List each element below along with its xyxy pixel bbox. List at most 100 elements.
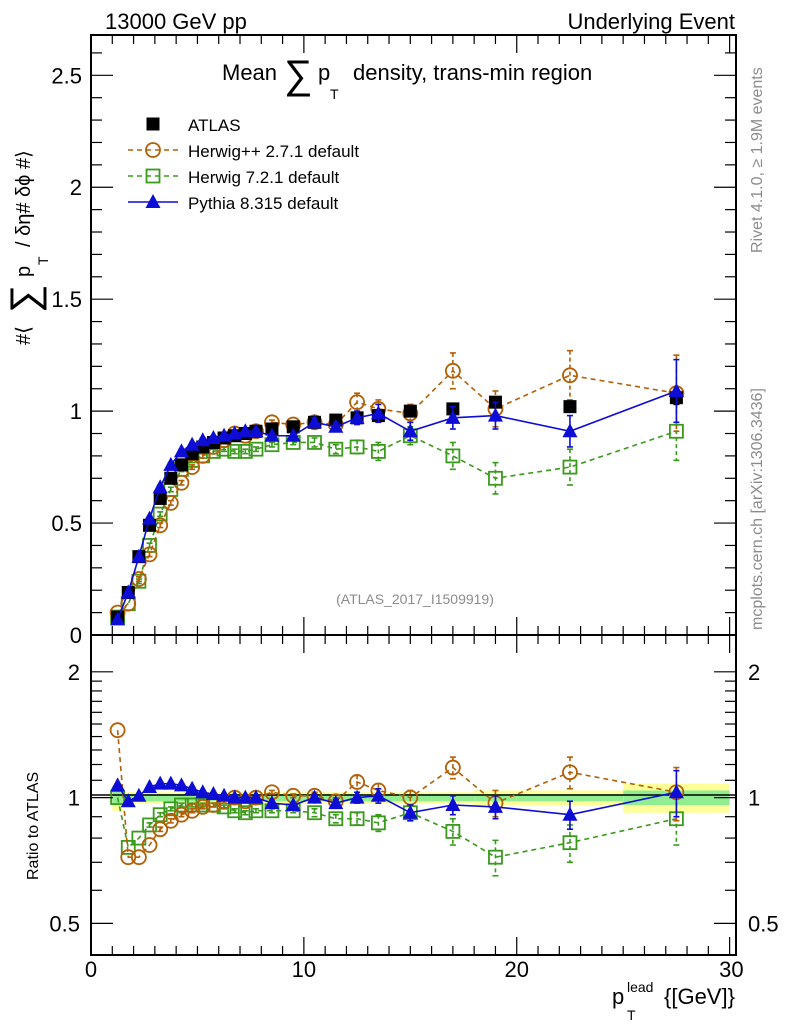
- data-point: [349, 811, 365, 827]
- data-point: [248, 423, 264, 438]
- xlabel-sub: T: [627, 1007, 636, 1023]
- data-point: [487, 407, 503, 422]
- xlabel: p lead T {[GeV]}: [612, 979, 735, 1023]
- data-point: [402, 423, 418, 438]
- ratio-ylabel: Ratio to ATLAS: [25, 772, 42, 880]
- data-point: [349, 774, 365, 790]
- band-inner: [154, 794, 166, 802]
- band-inner: [144, 794, 155, 802]
- title-pre: Mean: [222, 60, 277, 85]
- legend-item-herwigpp: Herwig++ 2.7.1 default: [128, 142, 359, 161]
- series-herwigpp: [109, 349, 685, 621]
- y-tick-label: 0: [70, 623, 82, 648]
- data-point: [152, 479, 168, 494]
- data-point: [216, 787, 232, 802]
- ratio-series-layer: [109, 722, 685, 877]
- data-point: [184, 436, 200, 451]
- rivet-version-label: Rivet 4.1.0, ≥ 1.9M events: [749, 67, 766, 253]
- xlabel-post: {[GeV]}: [664, 984, 735, 1009]
- data-point: [445, 824, 461, 839]
- ratio-y-tick-label-right: 1: [748, 786, 760, 811]
- series-pythia: [110, 769, 684, 831]
- data-point: [285, 797, 301, 812]
- legend-label: Herwig++ 2.7.1 default: [188, 142, 359, 161]
- data-point: [237, 444, 253, 459]
- data-point: [488, 849, 503, 865]
- title-sigma: ∑: [284, 53, 313, 97]
- ylabel-p: p: [13, 266, 35, 277]
- data-point: [145, 168, 161, 184]
- data-point: [307, 805, 322, 821]
- ratio-y-tick-label-right: 0.5: [748, 911, 779, 936]
- xlabel-p: p: [612, 984, 624, 1009]
- data-point: [370, 787, 386, 802]
- data-point: [120, 849, 137, 866]
- analysis-watermark: (ATLAS_2017_I1509919): [336, 591, 494, 607]
- data-point: [120, 584, 136, 599]
- ylabel-sigma: ∑: [3, 284, 47, 313]
- data-point: [307, 789, 323, 804]
- series-line: [116, 390, 677, 620]
- series-atlas: [111, 390, 683, 624]
- data-point: [445, 797, 461, 812]
- data-point: [286, 420, 300, 434]
- band-inner: [165, 794, 177, 802]
- data-point: [444, 362, 461, 379]
- data-point: [562, 367, 578, 384]
- ratio-axes: 0 10 20 300.5 0.51 12 2: [49, 635, 779, 982]
- y-tick-label: 1: [70, 399, 82, 424]
- y-tick-label: 2: [70, 175, 82, 200]
- data-point: [563, 400, 577, 414]
- data-point: [487, 798, 503, 813]
- data-point: [668, 382, 684, 397]
- y-tick-label: 1.5: [51, 287, 82, 312]
- data-point: [131, 548, 147, 563]
- band-inner: [516, 794, 624, 802]
- data-point: [349, 409, 365, 424]
- data-point: [130, 849, 147, 866]
- data-point: [163, 456, 179, 471]
- ratio-y-tick-label: 1: [68, 786, 80, 811]
- xlabel-sup: lead: [627, 979, 653, 995]
- data-point: [173, 443, 189, 458]
- data-point: [205, 786, 221, 801]
- data-point: [152, 775, 168, 790]
- header-right: Underlying Event: [567, 9, 735, 34]
- data-point: [349, 789, 365, 804]
- data-point: [264, 427, 280, 442]
- data-point: [173, 777, 189, 792]
- ratio-y-tick-label: 0.5: [49, 911, 80, 936]
- data-point: [349, 439, 365, 455]
- data-point: [145, 142, 161, 158]
- data-point: [328, 418, 344, 433]
- data-point: [120, 839, 136, 855]
- data-point: [328, 441, 344, 457]
- data-point: [227, 789, 243, 804]
- data-point: [248, 441, 264, 457]
- data-point: [562, 806, 578, 821]
- ratio-y-tick-label: 2: [68, 660, 80, 685]
- data-point: [444, 759, 461, 776]
- ylabel-pre: #⟨: [13, 326, 35, 345]
- data-point: [562, 764, 578, 781]
- data-point: [120, 793, 136, 808]
- series-line: [117, 369, 677, 614]
- data-point: [264, 795, 280, 810]
- data-point: [445, 409, 461, 424]
- data-point: [164, 471, 178, 485]
- data-point: [227, 425, 243, 440]
- data-point: [109, 722, 126, 739]
- data-point: [152, 821, 169, 838]
- data-point: [142, 510, 158, 525]
- data-point: [248, 789, 264, 804]
- x-tick-label: 20: [505, 957, 529, 982]
- data-point: [131, 830, 147, 846]
- data-point: [307, 414, 323, 429]
- data-point: [184, 780, 200, 795]
- series-pythia: [110, 358, 684, 626]
- title-post: density, trans-min region: [353, 60, 592, 85]
- x-tick-label: 30: [719, 957, 743, 982]
- data-point: [163, 775, 179, 790]
- data-point: [145, 194, 161, 208]
